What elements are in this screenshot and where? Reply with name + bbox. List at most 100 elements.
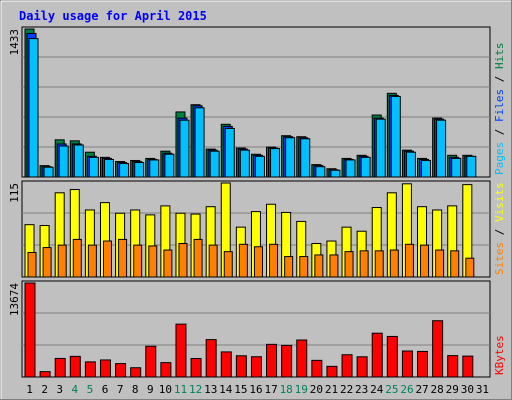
bar-pages-day-22 xyxy=(345,159,356,178)
bar-pages-day-17 xyxy=(270,148,281,178)
x-tick-label: 25 xyxy=(385,383,398,396)
bar-pages-day-1 xyxy=(28,38,39,178)
bar-sites-day-17 xyxy=(269,243,279,278)
x-tick-label: 4 xyxy=(72,383,79,396)
y-max-label: 1433 xyxy=(8,29,21,56)
x-tick-label: 12 xyxy=(189,383,202,396)
bar-pages-day-3 xyxy=(58,145,69,178)
bar-pages-day-11 xyxy=(179,119,190,178)
bar-sites-day-11 xyxy=(178,242,188,278)
bar-sites-day-22 xyxy=(344,251,354,278)
bar-sites-day-19 xyxy=(299,256,309,278)
bar-sites-day-18 xyxy=(284,256,294,278)
bar-kbytes-day-7 xyxy=(115,363,127,378)
bar-kbytes-day-11 xyxy=(175,323,187,378)
y-max-label: 115 xyxy=(8,183,21,203)
bar-kbytes-day-13 xyxy=(205,339,217,378)
bar-pages-day-29 xyxy=(451,157,462,178)
right-axis-labels: Pages / Files / Hits Sites / Visits KBytes xyxy=(493,43,506,376)
bar-kbytes-day-21 xyxy=(326,365,338,378)
bar-pages-day-10 xyxy=(164,153,175,178)
x-tick-label: 1 xyxy=(26,383,33,396)
bar-kbytes-day-30 xyxy=(462,355,474,378)
x-tick-label: 19 xyxy=(295,383,308,396)
bar-kbytes-day-25 xyxy=(386,335,398,378)
bar-sites-day-8 xyxy=(133,244,143,278)
bar-kbytes-day-9 xyxy=(145,345,157,378)
bar-pages-day-7 xyxy=(119,163,130,178)
bar-sites-day-3 xyxy=(57,244,67,278)
bar-kbytes-day-2 xyxy=(39,371,51,378)
bar-pages-day-18 xyxy=(285,137,296,178)
bar-pages-day-25 xyxy=(390,95,401,178)
bar-kbytes-day-5 xyxy=(84,361,96,378)
bar-sites-day-12 xyxy=(193,238,203,278)
bar-sites-day-25 xyxy=(389,249,399,278)
bar-kbytes-day-16 xyxy=(250,356,262,378)
bar-sites-day-15 xyxy=(238,243,248,278)
bar-kbytes-day-14 xyxy=(220,351,232,378)
panel-hits-files-pages: 1433 xyxy=(8,26,491,178)
x-tick-label: 31 xyxy=(476,383,489,396)
panel-visits-sites: 115 xyxy=(8,180,491,278)
bar-pages-day-19 xyxy=(300,138,311,178)
bar-kbytes-day-17 xyxy=(266,343,278,378)
x-tick-label: 22 xyxy=(340,383,353,396)
x-tick-label: 5 xyxy=(87,383,94,396)
x-axis: 1 2 3 4 5 6 7 8 9 10 11 12 13 14 15 16 17 18 19 20 21 22 23 24 2… xyxy=(26,383,489,396)
y-max-label: 13674 xyxy=(8,283,21,316)
bar-sites-day-14 xyxy=(223,251,233,278)
bar-kbytes-day-20 xyxy=(311,359,323,378)
bar-kbytes-day-3 xyxy=(54,357,66,378)
bar-pages-day-5 xyxy=(88,156,99,178)
bar-pages-day-6 xyxy=(103,158,114,178)
bar-sites-day-27 xyxy=(420,244,430,278)
x-tick-label: 18 xyxy=(280,383,293,396)
x-tick-label: 15 xyxy=(234,383,247,396)
bar-kbytes-day-6 xyxy=(99,359,111,378)
bar-kbytes-day-10 xyxy=(160,362,172,378)
x-tick-label: 7 xyxy=(117,383,124,396)
bar-pages-day-4 xyxy=(73,144,84,178)
legend-label: Pages / Files / Hits xyxy=(493,43,506,176)
x-tick-label: 30 xyxy=(461,383,474,396)
legend-pages: Pages xyxy=(493,142,506,175)
bar-kbytes-day-18 xyxy=(281,344,293,378)
legend-visits: Visits xyxy=(493,182,506,222)
x-tick-label: 26 xyxy=(400,383,413,396)
bar-sites-day-13 xyxy=(208,244,218,278)
x-tick-label: 23 xyxy=(355,383,368,396)
bar-sites-day-9 xyxy=(148,245,158,278)
bar-sites-day-24 xyxy=(374,250,384,278)
bar-pages-day-28 xyxy=(436,119,447,178)
bar-sites-day-7 xyxy=(118,238,128,278)
bar-sites-day-28 xyxy=(435,249,445,278)
panel-kbytes: 13674 xyxy=(8,280,491,378)
bar-sites-day-26 xyxy=(404,243,414,278)
legend-label: Sites / Visits xyxy=(493,182,506,275)
bar-pages-day-20 xyxy=(315,166,326,178)
bar-pages-day-2 xyxy=(43,166,54,178)
bar-sites-day-29 xyxy=(450,250,460,278)
bar-kbytes-day-27 xyxy=(417,350,429,378)
bar-sites-day-2 xyxy=(42,247,52,278)
bar-kbytes-day-19 xyxy=(296,339,308,378)
chart-title: Daily usage for April 2015 xyxy=(19,9,207,23)
bar-pages-day-8 xyxy=(134,162,145,178)
bar-sites-day-4 xyxy=(72,238,82,278)
bar-pages-day-14 xyxy=(224,127,235,178)
x-tick-label: 17 xyxy=(264,383,277,396)
bar-kbytes-day-28 xyxy=(432,320,444,378)
x-tick-label: 6 xyxy=(102,383,109,396)
legend-hits: Hits xyxy=(493,43,506,70)
bar-sites-day-30 xyxy=(465,257,475,278)
bar-pages-day-27 xyxy=(421,159,432,178)
legend-sites: Sites xyxy=(493,242,506,275)
x-tick-label: 11 xyxy=(174,383,187,396)
bar-pages-day-21 xyxy=(330,169,341,178)
legend-kbytes: KBytes xyxy=(493,335,506,375)
legend-files: Files xyxy=(493,89,506,122)
x-tick-label: 10 xyxy=(159,383,172,396)
bar-pages-day-30 xyxy=(466,155,477,178)
